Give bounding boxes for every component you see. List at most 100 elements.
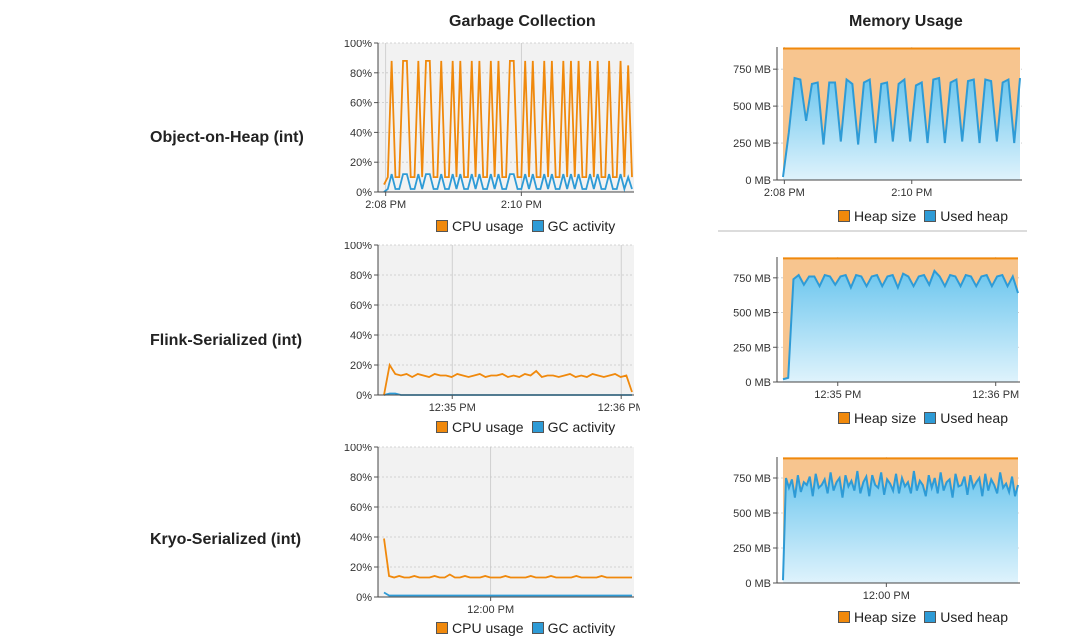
- x-tick-label: 12:00 PM: [863, 590, 910, 602]
- panel-divider: [718, 230, 1027, 232]
- x-tick-label: 12:00 PM: [467, 604, 514, 616]
- x-tick-label: 12:35 PM: [814, 389, 861, 401]
- y-tick-label: 60%: [350, 502, 372, 514]
- y-tick-label: 750 MB: [733, 473, 771, 485]
- y-tick-label: 100%: [344, 40, 372, 50]
- x-tick-label: 2:10 PM: [501, 199, 542, 211]
- legend-used-heap-label: Used heap: [940, 609, 1008, 625]
- y-tick-label: 40%: [350, 532, 372, 544]
- used-heap-swatch: [924, 611, 937, 623]
- x-tick-label: 12:36 PM: [972, 389, 1019, 401]
- legend-gc-label: GC activity: [547, 620, 616, 636]
- y-tick-label: 20%: [350, 157, 372, 169]
- used-heap-area: [783, 471, 1018, 583]
- heap-size-swatch: [838, 210, 850, 222]
- y-tick-label: 40%: [350, 330, 372, 342]
- cpu-usage-line: [383, 59, 633, 185]
- y-tick-label: 250 MB: [733, 138, 771, 150]
- x-tick-label: 2:08 PM: [365, 199, 406, 211]
- y-tick-label: 80%: [350, 472, 372, 484]
- gc-chart-object-on-heap: 0% 20% 40% 60% 80% 100% 2:08 PM 2:10 PM: [330, 40, 640, 215]
- legend-cpu-label: CPU usage: [452, 620, 524, 636]
- gc-legend-object-on-heap: CPU usage GC activity: [436, 218, 615, 234]
- used-heap-line: [782, 76, 1021, 178]
- gc-legend-flink-serialized: CPU usage GC activity: [436, 419, 615, 435]
- y-tick-label: 20%: [350, 562, 372, 574]
- gc-chart-svg: 0% 20% 40% 60% 80% 100% 12:35 PM 12:36 PM: [344, 242, 640, 414]
- cpu-swatch: [436, 622, 448, 634]
- y-tick-label: 60%: [350, 300, 372, 312]
- legend-heap-size-label: Heap size: [854, 410, 917, 426]
- y-tick-label: 250 MB: [733, 342, 771, 354]
- y-tick-label: 100%: [344, 444, 372, 454]
- y-tick-label: 0 MB: [745, 377, 771, 389]
- legend-gc-label: GC activity: [547, 419, 616, 435]
- used-heap-line: [782, 269, 1019, 381]
- y-tick-label: 250 MB: [733, 543, 771, 555]
- y-tick-label: 0%: [356, 187, 372, 199]
- legend-used-heap-label: Used heap: [940, 410, 1008, 426]
- cpu-swatch: [436, 220, 448, 232]
- gc-column-title: Garbage Collection: [449, 13, 596, 30]
- gc-swatch: [531, 421, 544, 433]
- y-tick-label: 500 MB: [733, 508, 771, 520]
- legend-cpu-label: CPU usage: [452, 218, 524, 234]
- row-label-object-on-heap: Object-on-Heap (int): [150, 129, 304, 146]
- y-tick-label: 0 MB: [745, 578, 771, 590]
- legend-gc-label: GC activity: [547, 218, 616, 234]
- x-tick-label: 2:08 PM: [764, 187, 805, 199]
- heap-size-swatch: [838, 412, 850, 424]
- heap-size-swatch: [838, 611, 850, 623]
- plot-background: [378, 245, 634, 395]
- y-tick-label: 0%: [356, 592, 372, 604]
- memory-chart-svg: 0 MB 250 MB 500 MB 750 MB 12:00 PM: [733, 457, 1020, 602]
- y-tick-label: 80%: [350, 270, 372, 282]
- x-tick-label: 12:35 PM: [429, 402, 476, 414]
- legend-used-heap-label: Used heap: [940, 208, 1008, 224]
- gc-legend-kryo-serialized: CPU usage GC activity: [436, 620, 615, 636]
- used-heap-area: [783, 78, 1020, 180]
- y-tick-label: 500 MB: [733, 101, 771, 113]
- memory-chart-kryo-serialized: 0 MB 250 MB 500 MB 750 MB 12:00 PM: [715, 452, 1025, 607]
- gc-chart-flink-serialized: 0% 20% 40% 60% 80% 100% 12:35 PM 12:36 PM: [330, 242, 640, 417]
- memory-chart-svg: 0 MB 250 MB 500 MB 750 MB 12:35 PM 12:36 PM: [733, 257, 1020, 401]
- cpu-usage-line: [383, 362, 633, 396]
- y-tick-label: 750 MB: [733, 64, 771, 76]
- plot-background: [378, 447, 634, 597]
- memory-legend-kryo-serialized: Heap size Used heap: [838, 609, 1008, 625]
- y-tick-label: 60%: [350, 98, 372, 110]
- row-label-flink-serialized: Flink-Serialized (int): [150, 332, 303, 349]
- used-heap-swatch: [924, 210, 937, 222]
- y-tick-label: 750 MB: [733, 273, 771, 285]
- y-tick-label: 40%: [350, 127, 372, 139]
- gc-activity-line: [383, 591, 632, 597]
- x-tick-label: 2:10 PM: [891, 187, 932, 199]
- memory-chart-object-on-heap: 0 MB 250 MB 500 MB 750 MB 2:08 PM 2:10 PM: [715, 40, 1025, 205]
- gc-chart-svg: 0% 20% 40% 60% 80% 100% 2:08 PM 2:10 PM: [344, 40, 634, 211]
- y-tick-label: 100%: [344, 242, 372, 252]
- x-tick-label: 12:36 PM: [598, 402, 640, 414]
- row-label-kryo-serialized: Kryo-Serialized (int): [150, 531, 302, 548]
- legend-heap-size-label: Heap size: [854, 208, 917, 224]
- used-heap-swatch: [924, 412, 937, 424]
- used-heap-line: [782, 470, 1019, 581]
- gc-swatch: [531, 622, 544, 634]
- legend-heap-size-label: Heap size: [854, 609, 917, 625]
- memory-chart-svg: 0 MB 250 MB 500 MB 750 MB 2:08 PM 2:10 PM: [733, 47, 1022, 199]
- used-heap-area: [783, 270, 1018, 382]
- y-tick-label: 0%: [356, 390, 372, 402]
- y-tick-label: 20%: [350, 360, 372, 372]
- gc-chart-kryo-serialized: 0% 20% 40% 60% 80% 100% 12:00 PM: [330, 444, 640, 619]
- memory-column-title: Memory Usage: [849, 13, 963, 30]
- gc-activity-line: [383, 173, 633, 193]
- y-tick-label: 500 MB: [733, 308, 771, 320]
- memory-legend-flink-serialized: Heap size Used heap: [838, 410, 1008, 426]
- gc-chart-svg: 0% 20% 40% 60% 80% 100% 12:00 PM: [344, 444, 634, 616]
- memory-chart-flink-serialized: 0 MB 250 MB 500 MB 750 MB 12:35 PM 12:36 PM: [715, 250, 1025, 410]
- legend-cpu-label: CPU usage: [452, 419, 524, 435]
- memory-legend-object-on-heap: Heap size Used heap: [838, 208, 1008, 224]
- y-tick-label: 0 MB: [745, 175, 771, 187]
- cpu-swatch: [436, 421, 448, 433]
- cpu-usage-line: [383, 538, 632, 579]
- y-tick-label: 80%: [350, 68, 372, 80]
